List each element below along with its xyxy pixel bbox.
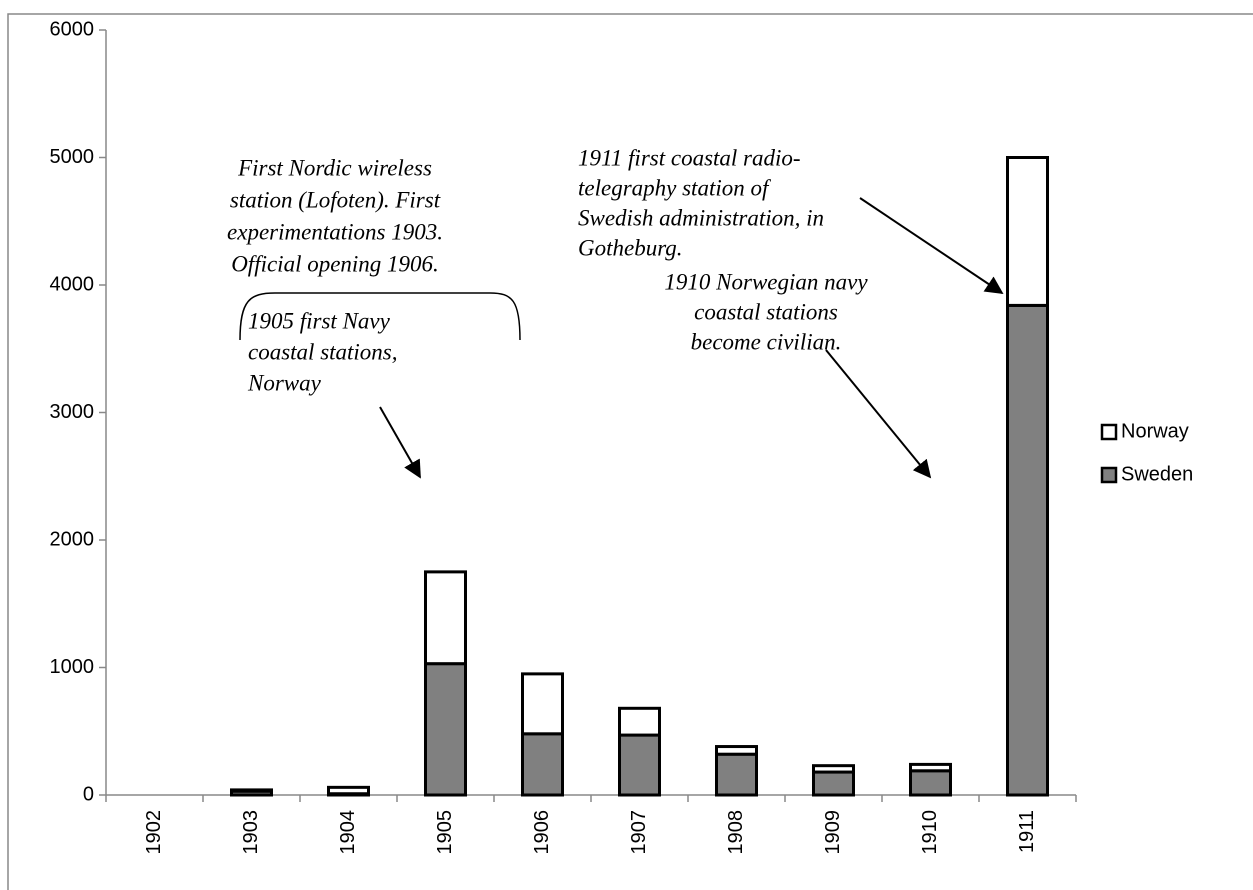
annotation: First Nordic wireless: [237, 155, 432, 180]
bar-segment: [424, 570, 467, 666]
bar-segment: [909, 762, 952, 773]
arrow: [825, 349, 932, 479]
annotation: 1905 first Navy: [248, 308, 391, 333]
legend-swatch: [1100, 466, 1118, 484]
annotation: coastal stations: [694, 299, 838, 324]
annotation: coastal stations,: [248, 339, 398, 364]
x-tick-label: 1910: [919, 810, 941, 855]
annotation: Official opening 1906.: [231, 251, 439, 276]
x-tick-label: 1903: [240, 810, 262, 855]
y-tick-label: 5000: [50, 146, 95, 168]
chart-frame: [7, 13, 1253, 890]
arrow: [379, 406, 421, 479]
legend-label: Sweden: [1121, 463, 1193, 485]
y-tick-label: 6000: [50, 18, 95, 40]
bar-segment: [230, 788, 273, 793]
annotation: experimentations 1903.: [227, 219, 443, 244]
bar-segment: [424, 662, 467, 797]
annotation: become civilian.: [691, 329, 842, 354]
legend-label: Norway: [1121, 420, 1189, 442]
annotation: 1910 Norwegian navy: [664, 269, 868, 294]
arrow: [859, 197, 1004, 295]
x-tick-label: 1902: [143, 810, 165, 855]
x-tick-label: 1905: [434, 810, 456, 855]
bar-segment: [812, 770, 855, 797]
y-tick-label: 2000: [50, 528, 95, 550]
annotation: Gotheburg.: [578, 235, 683, 260]
bar-segment: [618, 733, 661, 797]
x-tick-label: 1907: [628, 810, 650, 855]
annotation: station (Lofoten). First: [230, 187, 441, 212]
bar-segment: [327, 785, 370, 796]
annotation: Norway: [247, 370, 322, 395]
annotation: 1911 first coastal radio-: [578, 145, 801, 170]
legend-swatch: [1100, 423, 1118, 441]
y-tick-label: 4000: [50, 273, 95, 295]
x-tick-label: 1906: [531, 810, 553, 855]
bar-segment: [618, 706, 661, 737]
x-tick-label: 1908: [725, 810, 747, 855]
bar-segment: [909, 769, 952, 797]
x-tick-label: 1909: [822, 810, 844, 855]
bar-segment: [715, 752, 758, 797]
bar-segment: [812, 764, 855, 774]
annotation: Swedish administration, in: [578, 205, 824, 230]
bar-segment: [1006, 156, 1049, 307]
brace: [239, 292, 521, 341]
bar-segment: [715, 745, 758, 756]
y-tick-label: 0: [83, 783, 94, 805]
x-tick-label: 1904: [337, 810, 359, 855]
bar-segment: [521, 732, 564, 797]
bar-segment: [1006, 303, 1049, 797]
bar-segment: [521, 672, 564, 736]
y-tick-label: 1000: [50, 656, 95, 678]
y-tick-label: 3000: [50, 401, 95, 423]
annotation: telegraphy station of: [578, 175, 772, 200]
x-tick-label: 1911: [1016, 810, 1038, 853]
